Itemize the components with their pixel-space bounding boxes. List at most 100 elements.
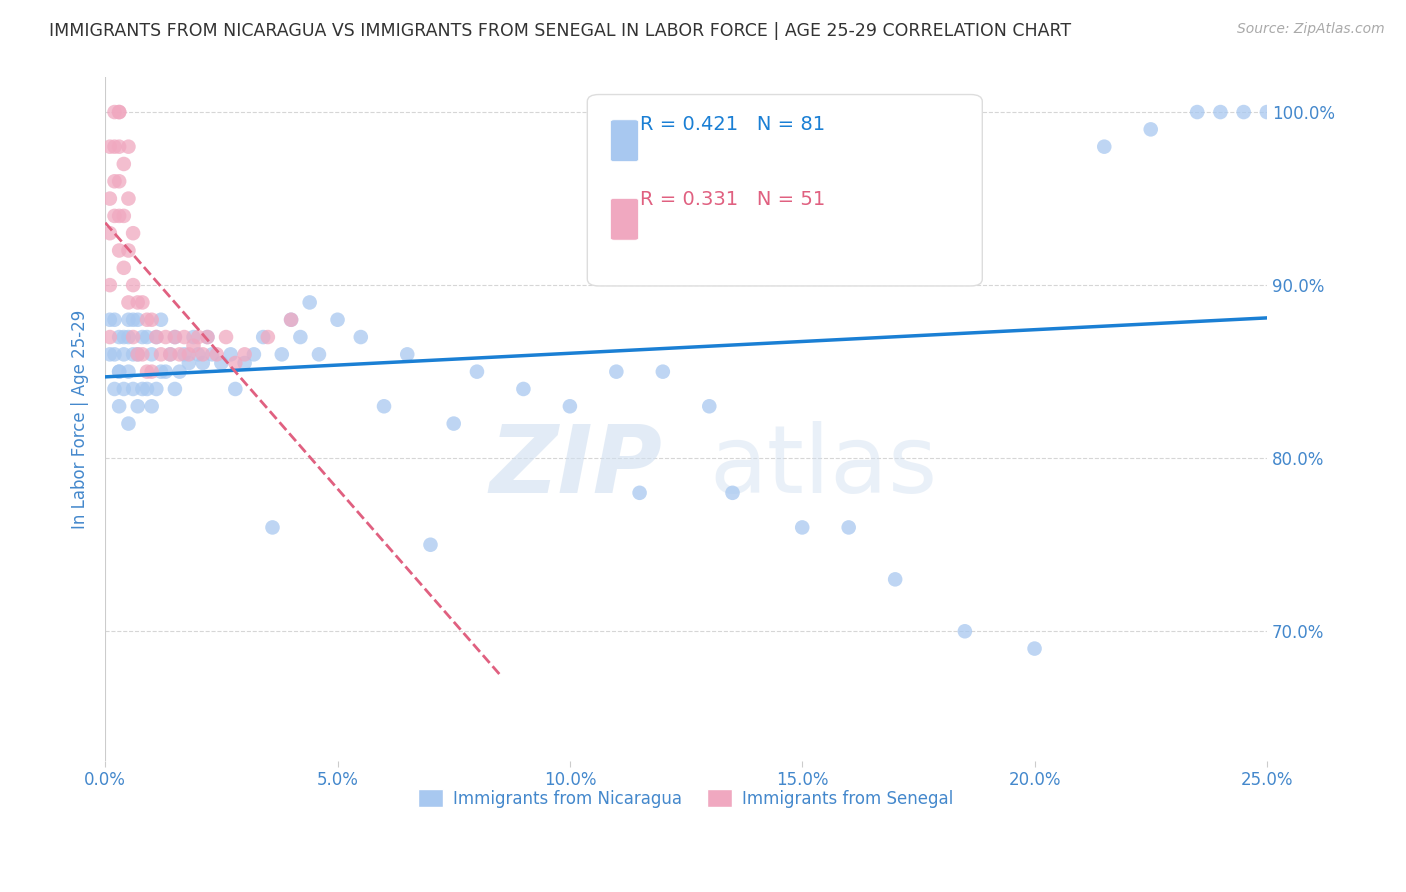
Point bbox=[419, 538, 441, 552]
Point bbox=[257, 330, 280, 344]
Point bbox=[243, 347, 266, 361]
Point bbox=[280, 312, 302, 326]
Point bbox=[465, 365, 488, 379]
Point bbox=[108, 365, 131, 379]
Point bbox=[108, 365, 131, 379]
Point bbox=[183, 339, 205, 353]
Point bbox=[122, 278, 145, 293]
Point bbox=[838, 520, 860, 534]
Point bbox=[112, 209, 135, 223]
Point bbox=[191, 356, 214, 370]
Point bbox=[117, 192, 139, 206]
Text: R = 0.331   N = 51: R = 0.331 N = 51 bbox=[640, 190, 825, 210]
Point bbox=[117, 365, 139, 379]
Point bbox=[215, 330, 238, 344]
FancyBboxPatch shape bbox=[610, 120, 638, 161]
Point bbox=[224, 382, 246, 396]
Point bbox=[177, 356, 200, 370]
Point bbox=[1209, 105, 1232, 120]
Point bbox=[136, 330, 159, 344]
Point bbox=[443, 417, 465, 431]
Point bbox=[117, 295, 139, 310]
Text: IMMIGRANTS FROM NICARAGUA VS IMMIGRANTS FROM SENEGAL IN LABOR FORCE | AGE 25-29 : IMMIGRANTS FROM NICARAGUA VS IMMIGRANTS … bbox=[49, 22, 1071, 40]
Point bbox=[103, 209, 125, 223]
Point bbox=[127, 399, 149, 413]
Point bbox=[159, 347, 181, 361]
Point bbox=[98, 139, 121, 153]
Point bbox=[290, 330, 312, 344]
Point bbox=[149, 312, 172, 326]
Point bbox=[512, 382, 534, 396]
Point bbox=[326, 312, 349, 326]
Point bbox=[136, 312, 159, 326]
Point bbox=[108, 330, 131, 344]
Y-axis label: In Labor Force | Age 25-29: In Labor Force | Age 25-29 bbox=[72, 310, 89, 529]
Point bbox=[112, 347, 135, 361]
Point bbox=[224, 356, 246, 370]
Point bbox=[163, 330, 186, 344]
Point bbox=[628, 485, 651, 500]
Point bbox=[209, 356, 232, 370]
Point bbox=[183, 330, 205, 344]
Point bbox=[396, 347, 419, 361]
Point bbox=[127, 295, 149, 310]
Text: atlas: atlas bbox=[709, 421, 938, 513]
Point bbox=[252, 330, 274, 344]
Point bbox=[792, 520, 814, 534]
Point bbox=[187, 347, 209, 361]
Point bbox=[122, 382, 145, 396]
Point bbox=[131, 330, 153, 344]
Point bbox=[298, 295, 321, 310]
Point bbox=[173, 347, 195, 361]
Point bbox=[103, 382, 125, 396]
Point bbox=[141, 347, 163, 361]
Point bbox=[1092, 139, 1115, 153]
Point bbox=[108, 244, 131, 258]
Point bbox=[108, 139, 131, 153]
Point bbox=[103, 347, 125, 361]
Point bbox=[201, 347, 224, 361]
Point bbox=[721, 485, 744, 500]
Point bbox=[197, 330, 219, 344]
Point bbox=[98, 347, 121, 361]
Point bbox=[122, 330, 145, 344]
Point bbox=[191, 347, 214, 361]
Point bbox=[233, 356, 256, 370]
Point bbox=[145, 330, 167, 344]
Point bbox=[117, 312, 139, 326]
Point bbox=[136, 365, 159, 379]
Point bbox=[103, 105, 125, 120]
Point bbox=[953, 624, 976, 639]
Point bbox=[558, 399, 581, 413]
Point bbox=[177, 347, 200, 361]
Point bbox=[103, 139, 125, 153]
Point bbox=[127, 312, 149, 326]
Point bbox=[112, 260, 135, 275]
Legend: Immigrants from Nicaragua, Immigrants from Senegal: Immigrants from Nicaragua, Immigrants fr… bbox=[412, 783, 960, 814]
Point bbox=[112, 382, 135, 396]
Point bbox=[108, 399, 131, 413]
Point bbox=[155, 365, 177, 379]
Point bbox=[117, 139, 139, 153]
Point bbox=[103, 174, 125, 188]
Point bbox=[131, 347, 153, 361]
Point bbox=[197, 330, 219, 344]
Point bbox=[108, 209, 131, 223]
Point bbox=[127, 347, 149, 361]
Point bbox=[117, 244, 139, 258]
Point bbox=[108, 105, 131, 120]
Point bbox=[98, 278, 121, 293]
Point bbox=[280, 312, 302, 326]
Point bbox=[1185, 105, 1208, 120]
Point bbox=[373, 399, 395, 413]
Text: ZIP: ZIP bbox=[489, 421, 662, 513]
Point bbox=[651, 365, 673, 379]
Point bbox=[145, 330, 167, 344]
Point bbox=[112, 330, 135, 344]
Point bbox=[155, 330, 177, 344]
Point bbox=[117, 330, 139, 344]
FancyBboxPatch shape bbox=[610, 198, 638, 240]
Point bbox=[136, 382, 159, 396]
Point bbox=[262, 520, 284, 534]
Point bbox=[159, 347, 181, 361]
